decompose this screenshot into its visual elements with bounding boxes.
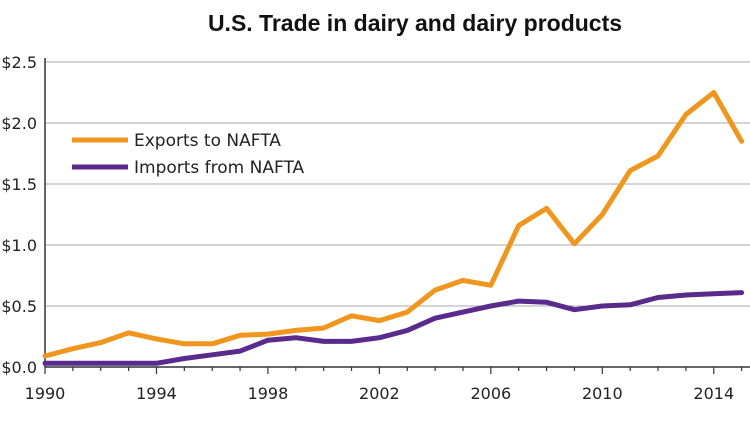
x-tick-label: 2006 — [470, 384, 511, 403]
legend-label-0: Exports to NAFTA — [134, 131, 281, 151]
y-tick-label: $2.0 — [1, 114, 37, 133]
x-tick-label: 2014 — [693, 384, 734, 403]
x-tick-label: 1990 — [25, 384, 66, 403]
y-tick-label: $0.5 — [1, 297, 37, 316]
series-line-0 — [42, 90, 745, 359]
y-tick-label: $0.0 — [1, 358, 37, 377]
x-tick-label: 2010 — [582, 384, 623, 403]
chart-title: U.S. Trade in dairy and dairy products — [207, 10, 623, 36]
y-tick-label: $1.0 — [1, 236, 37, 255]
y-tick-label: $2.5 — [1, 53, 37, 72]
y-tick-label: $1.5 — [1, 175, 37, 194]
x-tick-label: 2002 — [359, 384, 400, 403]
legend-label-1: Imports from NAFTA — [134, 158, 305, 178]
series-line-1 — [42, 290, 745, 366]
x-tick-label: 1998 — [248, 384, 289, 403]
x-tick-label: 1994 — [136, 384, 177, 403]
